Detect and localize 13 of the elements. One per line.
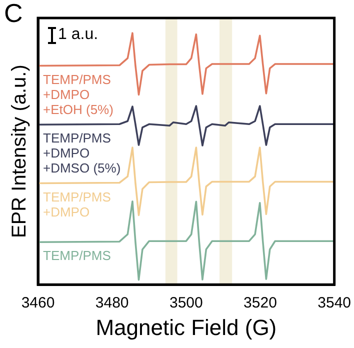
x-tick-label: 3520 bbox=[244, 294, 277, 312]
series-label: TEMP/PMS +DMPO +DMSO (5%) bbox=[43, 130, 121, 176]
series-label: TEMP/PMS +DMPO bbox=[43, 189, 112, 220]
x-tick-label: 3460 bbox=[21, 294, 55, 312]
x-tick-label: 3500 bbox=[169, 294, 203, 312]
x-tick-label: 3540 bbox=[318, 294, 352, 312]
x-tick-label: 3480 bbox=[95, 294, 129, 312]
annotation: 1 a.u. bbox=[58, 26, 98, 44]
series-label: TEMP/PMS +DMPO +EtOH (5%) bbox=[43, 72, 114, 117]
x-axis-title: Magnetic Field (G) bbox=[96, 314, 277, 340]
series-label: TEMP/PMS bbox=[43, 248, 112, 264]
y-axis-title: EPR Intensity (a.u.) bbox=[8, 64, 31, 238]
text: C bbox=[4, 0, 23, 28]
